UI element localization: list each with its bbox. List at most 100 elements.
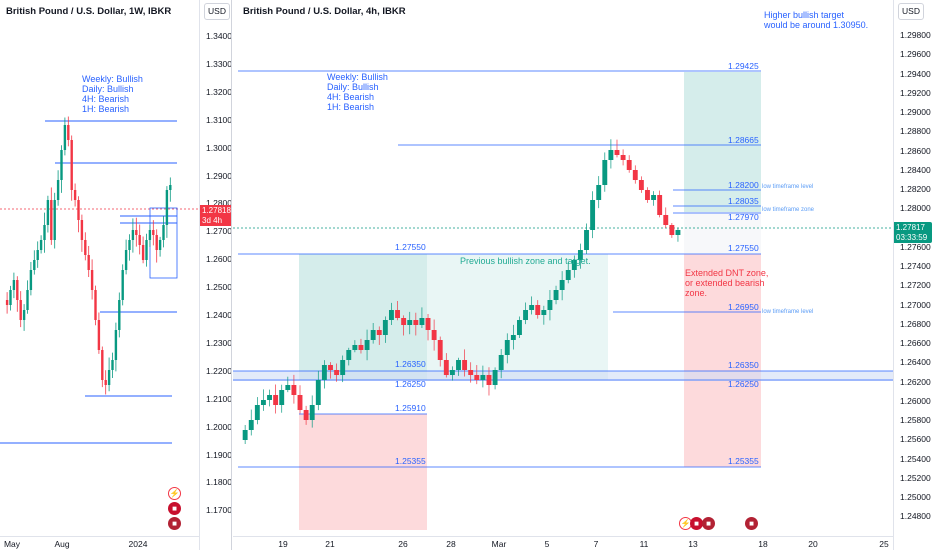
previous-zone-note: Previous bullish zone and target. bbox=[460, 256, 591, 266]
h4-price-tick: 1.29800 bbox=[900, 30, 931, 40]
h4-candle bbox=[382, 320, 388, 335]
h4-price-tick: 1.28800 bbox=[900, 126, 931, 137]
weekly-candle bbox=[162, 225, 165, 240]
weekly-candle bbox=[19, 300, 22, 320]
h4-candle bbox=[407, 320, 413, 325]
weekly-price-tick: 1.22000 bbox=[206, 365, 232, 376]
weekly-price-tick: 1.33000 bbox=[206, 58, 232, 69]
weekly-candle bbox=[84, 240, 87, 255]
h4-candle bbox=[254, 405, 260, 420]
weekly-candle bbox=[128, 240, 131, 250]
weekly-chart-pane[interactable]: British Pound / U.S. Dollar, 1W, IBKR We… bbox=[0, 0, 232, 550]
h4-time-label: 13 bbox=[688, 539, 698, 549]
h4-chart-canvas[interactable] bbox=[233, 0, 893, 536]
currency-button[interactable]: USD bbox=[204, 3, 230, 20]
weekly-price-tick: 1.34000 bbox=[206, 31, 232, 41]
h4-candle bbox=[431, 330, 437, 340]
h4-candle bbox=[651, 195, 657, 200]
extended-bearish-zone bbox=[684, 254, 761, 467]
h4-candle bbox=[590, 200, 596, 230]
uk-flag-icon[interactable]: ■ bbox=[690, 517, 703, 530]
weekly-candle bbox=[148, 230, 152, 240]
weekly-candle bbox=[87, 255, 90, 270]
h4-candle bbox=[663, 215, 669, 225]
us-flag-icon[interactable]: ■ bbox=[702, 517, 715, 530]
h4-price-axis[interactable]: USD 1.27817 03:33:59 1.29800 1.29600 1.294… bbox=[893, 0, 932, 550]
current-price-label: 1.27818 3d 4h bbox=[200, 205, 231, 226]
extended-zone-note: Extended DNT zone, or extended bearish z… bbox=[685, 268, 769, 298]
h4-time-label: 19 bbox=[278, 539, 288, 549]
weekly-chart-canvas[interactable] bbox=[0, 0, 200, 536]
h4-price-tick: 1.28400 bbox=[900, 164, 931, 175]
h4-candle bbox=[584, 230, 589, 250]
h4-price-tick: 1.25600 bbox=[900, 434, 931, 445]
h4-time-label: Mar bbox=[491, 539, 507, 549]
h4-candle bbox=[437, 340, 443, 360]
weekly-price-tick: 1.29000 bbox=[206, 170, 232, 181]
weekly-time-axis[interactable]: May Aug 2024 bbox=[0, 536, 199, 550]
h4-chart-pane[interactable]: British Pound / U.S. Dollar, 4h, IBKR We… bbox=[233, 0, 932, 550]
h4-candle bbox=[358, 345, 364, 350]
h4-candle bbox=[401, 318, 407, 325]
h4-candle bbox=[315, 380, 321, 405]
weekly-candle bbox=[158, 240, 162, 250]
weekly-price-tick: 1.31000 bbox=[206, 114, 232, 125]
h4-candle bbox=[388, 310, 394, 320]
higher-target-note: Higher bullish target would be around 1.… bbox=[764, 10, 869, 30]
weekly-candle bbox=[12, 280, 16, 290]
h4-candle bbox=[364, 340, 370, 350]
h4-candle bbox=[669, 225, 675, 235]
h4-candle bbox=[419, 318, 425, 325]
weekly-candle bbox=[135, 230, 138, 235]
h4-candle bbox=[517, 320, 522, 335]
us-flag-icon[interactable]: ■ bbox=[168, 517, 181, 530]
h4-time-axis[interactable]: 19 21 26 28 Mar 5 7 11 13 18 20 25 bbox=[233, 536, 893, 550]
level-label-126350-left: 1.26350 bbox=[395, 359, 426, 369]
h4-candle bbox=[620, 155, 626, 160]
h4-time-label: 20 bbox=[808, 539, 818, 549]
weekly-candle bbox=[53, 200, 56, 240]
weekly-candle bbox=[9, 290, 12, 305]
weekly-price-tick: 1.26000 bbox=[206, 254, 232, 265]
weekly-price-tick: 1.25000 bbox=[206, 282, 232, 293]
h4-candle bbox=[279, 390, 285, 405]
dnt-zone bbox=[684, 212, 761, 254]
h4-price-tick: 1.27000 bbox=[900, 299, 931, 310]
uk-flag-icon[interactable]: ■ bbox=[168, 502, 181, 515]
weekly-price-tick: 1.32000 bbox=[206, 86, 232, 97]
weekly-candle bbox=[80, 220, 84, 240]
current-price-value: 1.27818 bbox=[202, 206, 231, 215]
flash-icon[interactable]: ⚡ bbox=[168, 487, 181, 500]
weekly-price-tick: 1.18000 bbox=[206, 477, 232, 488]
h4-candle bbox=[675, 230, 681, 235]
weekly-candle bbox=[60, 150, 63, 180]
level-label-127550-right: 1.27550 bbox=[728, 243, 759, 253]
h4-candle bbox=[614, 150, 620, 155]
h4-candle bbox=[577, 250, 583, 260]
h4-time-label: 7 bbox=[593, 539, 599, 549]
h4-price-tick: 1.26600 bbox=[900, 338, 931, 348]
h4-candle bbox=[553, 290, 559, 300]
h4-candle bbox=[297, 395, 303, 410]
h4-candle bbox=[334, 370, 340, 375]
h4-candle bbox=[480, 375, 486, 380]
weekly-candle bbox=[5, 300, 9, 305]
us-flag-icon[interactable]: ■ bbox=[745, 517, 758, 530]
weekly-candle bbox=[131, 230, 135, 240]
weekly-candle bbox=[138, 235, 141, 245]
h4-time-label: 18 bbox=[758, 539, 768, 549]
h4-time-label: 25 bbox=[879, 539, 889, 549]
h4-candle bbox=[425, 318, 431, 330]
currency-button[interactable]: USD bbox=[898, 3, 924, 20]
level-label-126250-left: 1.26250 bbox=[395, 379, 426, 389]
weekly-price-tick: 1.28000 bbox=[206, 198, 232, 209]
weekly-price-tick: 1.21000 bbox=[206, 393, 232, 404]
weekly-candle bbox=[118, 300, 121, 330]
bar-countdown: 03:33:59 bbox=[896, 232, 928, 242]
h4-price-tick: 1.26000 bbox=[900, 395, 931, 406]
weekly-time-label: May bbox=[3, 539, 21, 549]
h4-time-label: 21 bbox=[325, 539, 335, 549]
weekly-price-tick: 1.27000 bbox=[206, 226, 232, 237]
level-label-128200: 1.28200 bbox=[728, 180, 759, 190]
weekly-price-axis[interactable]: USD 1.27818 3d 4h 1.34000 1.33000 1.32000 1… bbox=[199, 0, 232, 550]
